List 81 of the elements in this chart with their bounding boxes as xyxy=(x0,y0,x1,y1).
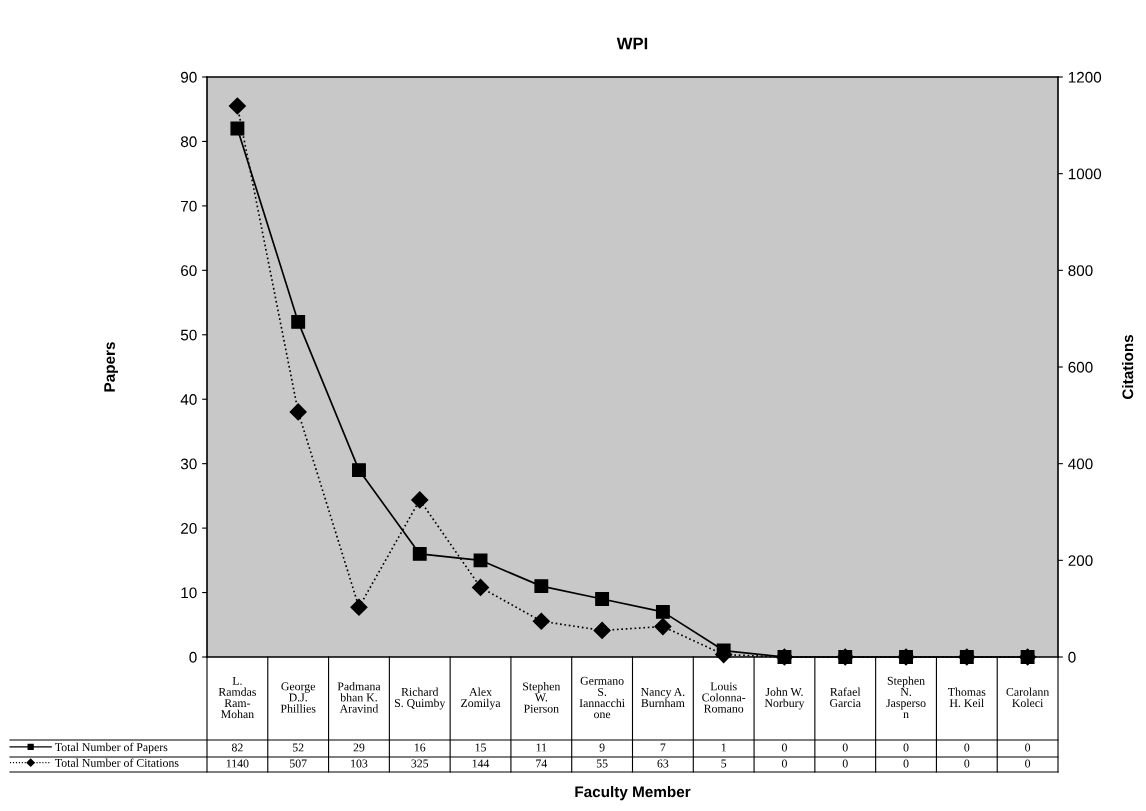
point xyxy=(350,598,368,616)
data-label: 103 xyxy=(351,759,368,768)
data-label: 0 xyxy=(964,759,970,768)
data-label: 0 xyxy=(842,743,848,752)
y2-tick-label: 1000 xyxy=(1068,168,1102,180)
point xyxy=(473,553,488,568)
data-label: 29 xyxy=(353,743,365,752)
data-label: 0 xyxy=(964,743,970,752)
x-tick-label: Stephen W. Pierson xyxy=(523,682,561,713)
x-tick-label: L. Ramdas Ram- Mohan xyxy=(218,676,256,719)
y-tick-label: 20 xyxy=(181,522,197,534)
data-label: 7 xyxy=(660,743,666,752)
data-label: 63 xyxy=(657,759,669,768)
point xyxy=(352,463,366,478)
point xyxy=(595,592,610,606)
y2-tick-label: 200 xyxy=(1068,555,1093,567)
x-tick-label: John W. Norbury xyxy=(764,687,805,710)
x-tick-label: Carolann Koleci xyxy=(1006,687,1050,708)
data-label: 0 xyxy=(903,759,909,768)
data-label: 9 xyxy=(599,743,605,752)
x-axis-title: Faculty Member xyxy=(575,786,691,801)
y-tick-label: 50 xyxy=(180,329,197,341)
x-tick-label: Padmana bhan K. Aravind xyxy=(337,682,381,713)
y2-tick-label: 600 xyxy=(1068,361,1093,373)
y-tick-label: 30 xyxy=(180,458,197,470)
point xyxy=(655,604,670,619)
y-tick-label: 0 xyxy=(189,651,197,663)
point xyxy=(654,617,672,636)
data-label: 0 xyxy=(1025,759,1031,768)
y2-tick-label: 0 xyxy=(1068,651,1076,663)
data-label: 55 xyxy=(596,759,608,768)
x-tick-label: Nancy A. Burnham xyxy=(640,687,685,708)
point xyxy=(593,621,611,639)
legend-label: Total Number of Citations xyxy=(55,758,179,767)
data-label: 74 xyxy=(536,759,548,768)
y-tick-label: 90 xyxy=(181,71,197,83)
point xyxy=(532,612,550,630)
data-label: 325 xyxy=(411,759,429,768)
data-label: 0 xyxy=(842,759,848,768)
x-tick-label: Rafael Garcia xyxy=(830,687,861,708)
point xyxy=(411,491,429,509)
y2-tick-label: 800 xyxy=(1068,265,1093,277)
data-label: 1 xyxy=(721,743,726,752)
x-tick-label: Stephen N. Jasperso n xyxy=(886,676,926,719)
data-label: 0 xyxy=(1025,743,1031,752)
data-label: 0 xyxy=(781,759,787,768)
data-label: 15 xyxy=(475,743,486,752)
point xyxy=(289,403,307,421)
data-label: 16 xyxy=(414,743,426,752)
y2-tick-label: 1200 xyxy=(1068,71,1102,83)
data-label: 11 xyxy=(536,743,547,752)
point xyxy=(230,121,245,136)
data-label: 144 xyxy=(472,759,490,768)
point xyxy=(228,97,246,115)
data-label: 507 xyxy=(290,759,307,768)
x-tick-label: Thomas H. Keil xyxy=(948,687,986,708)
y-tick-label: 60 xyxy=(181,265,197,277)
data-label: 52 xyxy=(292,743,304,752)
x-tick-label: Alex Zomilya xyxy=(461,687,501,710)
x-tick-label: Richard S. Quimby xyxy=(394,687,446,710)
y-tick-label: 80 xyxy=(180,136,197,148)
y2-tick-label: 400 xyxy=(1068,458,1093,470)
point xyxy=(471,578,490,596)
x-tick-label: George D.J. Phillies xyxy=(280,682,316,713)
y2-axis-title: Citations xyxy=(1122,334,1134,400)
y-tick-label: 40 xyxy=(180,394,197,405)
y-axis-title: Papers xyxy=(104,342,118,392)
data-label: 0 xyxy=(903,743,909,752)
y-tick-label: 70 xyxy=(181,200,197,212)
chart-title: WPI xyxy=(616,37,648,50)
y-tick-label: 10 xyxy=(181,587,197,599)
data-label: 5 xyxy=(721,759,727,768)
legend-label: Total Number of Papers xyxy=(55,742,168,754)
data-label: 0 xyxy=(781,743,787,752)
x-tick-label: Germano S. Iannacchi one xyxy=(579,676,625,719)
x-tick-label: Louis Colonna- Romano xyxy=(702,682,746,713)
point xyxy=(534,579,549,594)
point xyxy=(291,314,306,329)
point xyxy=(412,546,427,561)
data-label: 82 xyxy=(231,743,243,752)
data-label: 1140 xyxy=(226,759,249,768)
